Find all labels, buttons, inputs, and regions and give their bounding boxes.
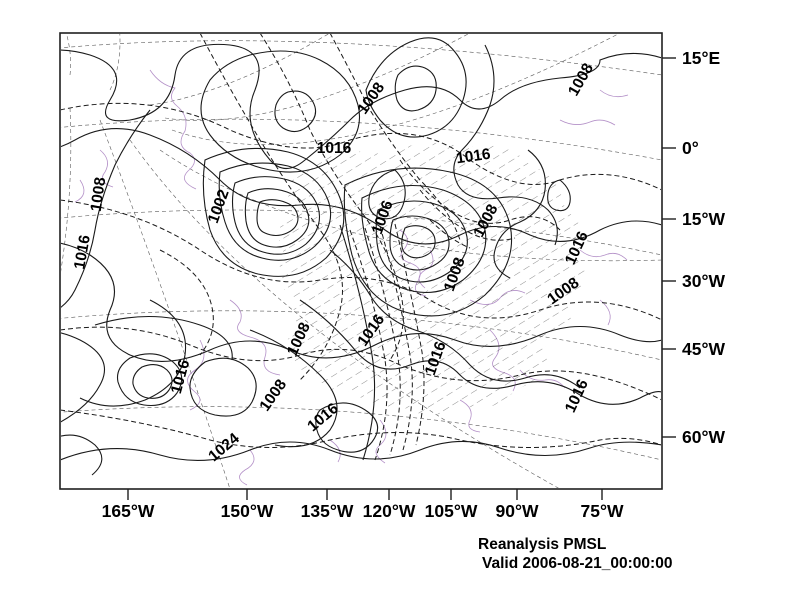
svg-text:1008: 1008: [565, 60, 597, 99]
svg-text:0°: 0°: [682, 138, 699, 158]
svg-text:120°W: 120°W: [363, 501, 416, 521]
svg-text:Reanalysis PMSL: Reanalysis PMSL: [478, 536, 606, 553]
svg-text:1008: 1008: [88, 176, 110, 213]
svg-text:1016: 1016: [71, 233, 94, 270]
svg-text:Valid 2006-08-21_00:00:00: Valid 2006-08-21_00:00:00: [482, 555, 672, 572]
svg-text:1016: 1016: [168, 358, 193, 396]
svg-text:1024: 1024: [205, 430, 243, 465]
svg-text:60°W: 60°W: [682, 427, 725, 447]
svg-text:150°W: 150°W: [221, 501, 274, 521]
svg-text:1008: 1008: [256, 376, 290, 414]
svg-text:1016: 1016: [317, 140, 352, 157]
svg-text:135°W: 135°W: [301, 501, 354, 521]
svg-text:1016: 1016: [562, 377, 592, 416]
svg-text:30°W: 30°W: [682, 271, 725, 291]
svg-text:15°W: 15°W: [682, 209, 725, 229]
svg-text:165°W: 165°W: [102, 501, 155, 521]
svg-text:45°W: 45°W: [682, 339, 725, 359]
svg-text:15°E: 15°E: [682, 48, 720, 68]
svg-text:105°W: 105°W: [425, 501, 478, 521]
svg-text:1002: 1002: [205, 187, 233, 225]
svg-text:90°W: 90°W: [496, 501, 539, 521]
svg-text:75°W: 75°W: [581, 501, 624, 521]
